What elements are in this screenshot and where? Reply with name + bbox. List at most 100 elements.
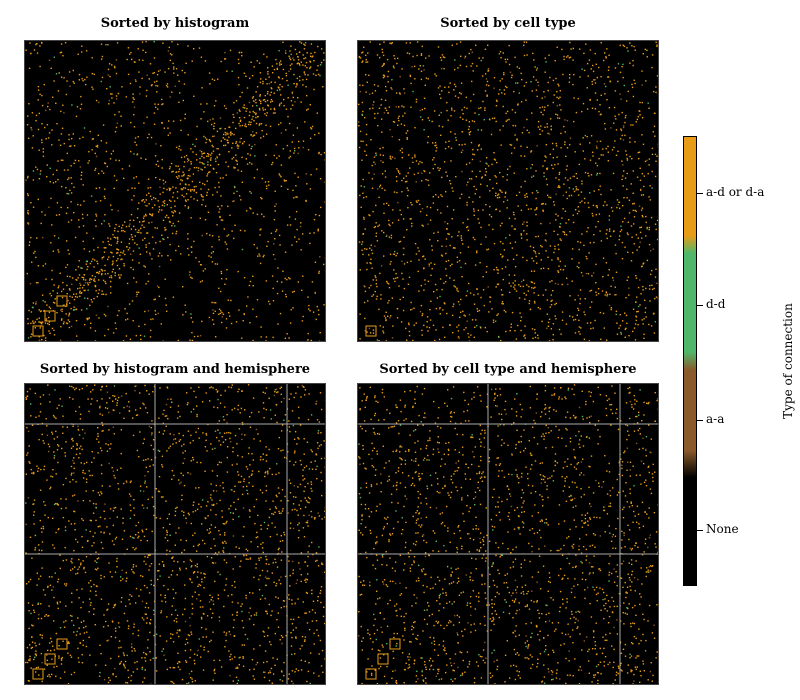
matrix-cell — [249, 123, 252, 126]
matrix-cell — [417, 172, 419, 174]
matrix-cell — [406, 261, 409, 264]
matrix-cell — [30, 52, 32, 55]
matrix-cell — [82, 80, 84, 82]
matrix-cell — [490, 216, 493, 218]
matrix-cell — [95, 314, 98, 316]
matrix-cell — [193, 390, 195, 393]
matrix-cell — [195, 431, 197, 433]
matrix-cell — [114, 114, 116, 116]
matrix-cell — [610, 189, 612, 191]
matrix-cell — [153, 123, 156, 125]
matrix-cell — [198, 638, 200, 640]
matrix-cell — [496, 314, 498, 316]
matrix-cell — [305, 61, 308, 64]
matrix-cell — [558, 173, 560, 175]
matrix-cell — [245, 554, 248, 557]
matrix-cell — [603, 327, 605, 329]
matrix-cell — [36, 52, 39, 54]
matrix-cell — [41, 531, 43, 533]
matrix-cell — [189, 339, 191, 341]
matrix-cell — [215, 490, 218, 492]
matrix-cell — [637, 324, 639, 326]
matrix-cell — [60, 43, 63, 45]
matrix-cell — [198, 386, 200, 388]
matrix-cell — [131, 300, 134, 302]
matrix-cell — [564, 233, 566, 236]
matrix-cell — [60, 133, 63, 135]
matrix-cell — [503, 309, 505, 312]
matrix-cell — [632, 124, 634, 126]
matrix-cell — [365, 154, 368, 156]
matrix-cell — [641, 173, 643, 175]
matrix-cell — [187, 207, 189, 209]
matrix-cell — [198, 487, 200, 489]
matrix-cell — [312, 73, 315, 75]
matrix-cell — [167, 254, 169, 257]
matrix-cell — [80, 174, 83, 176]
matrix-cell — [173, 210, 176, 212]
matrix-cell — [598, 157, 600, 160]
matrix-cell — [147, 498, 149, 501]
matrix-cell — [249, 416, 251, 418]
matrix-cell — [560, 132, 562, 135]
matrix-cell — [506, 207, 508, 209]
matrix-cell — [33, 523, 35, 525]
matrix-cell — [283, 98, 285, 101]
matrix-cell — [621, 160, 623, 162]
matrix-cell — [456, 289, 458, 291]
matrix-cell — [537, 294, 540, 296]
matrix-cell — [559, 90, 561, 92]
matrix-cell — [563, 183, 565, 185]
matrix-cell — [257, 514, 259, 517]
matrix-cell — [126, 577, 128, 579]
matrix-cell — [166, 668, 168, 671]
matrix-cell — [579, 302, 581, 305]
matrix-cell — [607, 274, 609, 276]
matrix-cell — [104, 197, 106, 200]
matrix-cell — [213, 406, 215, 408]
matrix-cell — [67, 221, 70, 223]
matrix-cell — [264, 597, 266, 600]
matrix-cell — [477, 149, 479, 151]
matrix-cell — [77, 277, 79, 279]
matrix-cell — [645, 235, 647, 237]
matrix-cell — [504, 192, 507, 194]
matrix-cell — [628, 212, 631, 214]
matrix-cell — [643, 333, 645, 335]
matrix-cell — [40, 222, 42, 225]
matrix-cell — [263, 417, 265, 419]
matrix-cell — [266, 83, 268, 85]
matrix-cell — [49, 488, 51, 490]
matrix-cell — [73, 631, 75, 633]
matrix-cell — [98, 317, 100, 319]
matrix-cell — [39, 519, 41, 522]
matrix-cell — [183, 174, 185, 177]
matrix-cell — [39, 93, 41, 96]
matrix-cell — [283, 397, 285, 400]
matrix-cell — [135, 80, 137, 82]
matrix-cell — [381, 48, 383, 51]
matrix-cell — [635, 275, 637, 277]
matrix-cell — [232, 200, 234, 203]
matrix-cell — [539, 133, 541, 135]
matrix-cell — [263, 676, 266, 679]
matrix-cell — [254, 155, 256, 157]
matrix-cell — [508, 282, 510, 284]
panel-title-4: Sorted by cell type and hemisphere — [379, 362, 637, 377]
matrix-cell — [560, 239, 562, 241]
matrix-cell — [413, 307, 415, 309]
matrix-cell — [74, 296, 77, 298]
matrix-cell — [248, 611, 250, 614]
matrix-cell — [33, 511, 35, 513]
matrix-cell — [437, 167, 439, 169]
matrix-cell — [310, 414, 313, 416]
matrix-cell — [142, 681, 144, 683]
matrix-cell — [486, 157, 488, 159]
matrix-cell — [185, 661, 188, 663]
matrix-cell — [118, 626, 121, 628]
matrix-cell — [131, 236, 133, 238]
matrix-cell — [185, 522, 188, 524]
matrix-cell — [299, 424, 302, 426]
matrix-cell — [526, 146, 528, 148]
matrix-cell — [620, 225, 622, 227]
